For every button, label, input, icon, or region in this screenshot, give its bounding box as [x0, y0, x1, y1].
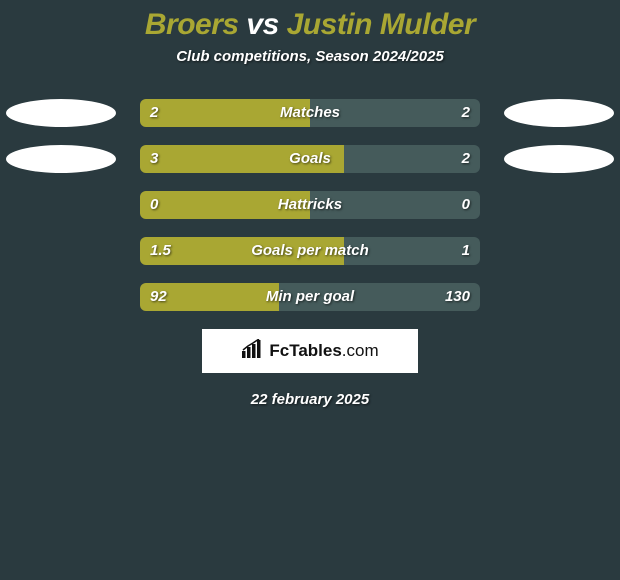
brand-text: FcTables.com [269, 341, 378, 361]
brand-badge: FcTables.com [202, 329, 418, 373]
comparison-title: Broers vs Justin Mulder [0, 0, 620, 42]
stat-bar-track [140, 191, 480, 219]
stat-bar-left [140, 99, 310, 127]
stat-bar-track [140, 237, 480, 265]
stat-value-right: 130 [445, 283, 470, 311]
stat-bar-right [310, 99, 480, 127]
stat-value-left: 0 [150, 191, 158, 219]
comparison-date: 22 february 2025 [0, 391, 620, 408]
stat-value-left: 92 [150, 283, 167, 311]
stat-row: 92130Min per goal [0, 283, 620, 311]
brand-suffix: .com [342, 341, 379, 360]
title-vs: vs [239, 8, 287, 41]
stat-value-left: 2 [150, 99, 158, 127]
stat-value-right: 2 [462, 99, 470, 127]
stat-bar-track [140, 283, 480, 311]
chart-icon [241, 339, 263, 364]
stat-row: 22Matches [0, 99, 620, 127]
brand-name: FcTables [269, 341, 341, 360]
stat-bar-right [344, 237, 480, 265]
stat-row: 00Hattricks [0, 191, 620, 219]
stat-value-right: 2 [462, 145, 470, 173]
stat-row: 1.51Goals per match [0, 237, 620, 265]
stat-value-left: 3 [150, 145, 158, 173]
comparison-subtitle: Club competitions, Season 2024/2025 [0, 48, 620, 65]
player-left-marker [6, 99, 116, 127]
stat-row: 32Goals [0, 145, 620, 173]
stat-bar-track [140, 99, 480, 127]
stat-rows: 22Matches32Goals00Hattricks1.51Goals per… [0, 99, 620, 311]
stat-bar-right [310, 191, 480, 219]
player-right-marker [504, 99, 614, 127]
stat-bar-left [140, 145, 344, 173]
title-player-left: Broers [145, 8, 239, 41]
stat-bar-track [140, 145, 480, 173]
title-player-right: Justin Mulder [287, 8, 476, 41]
player-right-marker [504, 145, 614, 173]
player-left-marker [6, 145, 116, 173]
stat-bar-left [140, 191, 310, 219]
stat-value-right: 1 [462, 237, 470, 265]
stat-value-left: 1.5 [150, 237, 171, 265]
stat-value-right: 0 [462, 191, 470, 219]
stat-bar-right [344, 145, 480, 173]
